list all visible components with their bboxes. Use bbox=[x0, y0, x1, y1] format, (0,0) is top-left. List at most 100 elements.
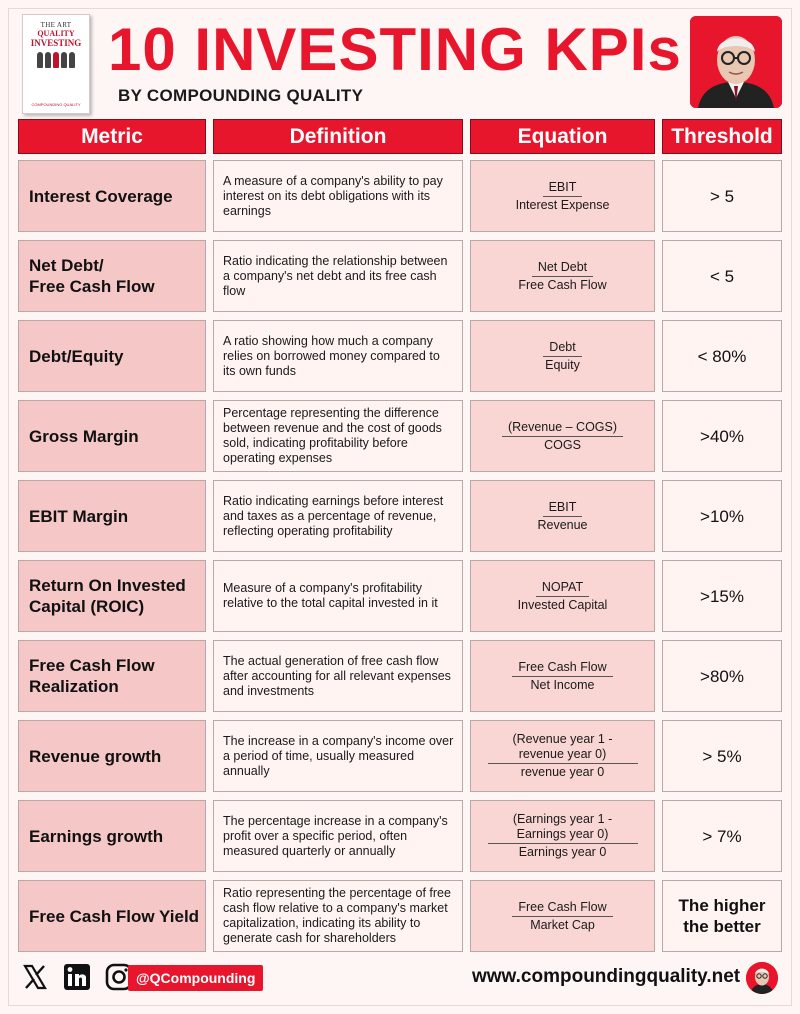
equation-numerator: EBIT bbox=[542, 180, 583, 197]
column-header-definition: Definition bbox=[213, 119, 463, 154]
definition-cell: Measure of a company's profitability rel… bbox=[213, 560, 463, 632]
column-header-equation: Equation bbox=[470, 119, 655, 154]
metric-cell: Free Cash Flow Yield bbox=[18, 880, 206, 952]
threshold-value: < 80% bbox=[697, 346, 747, 366]
equation-denominator: Interest Expense bbox=[515, 197, 610, 212]
threshold-value: > 5 bbox=[709, 186, 735, 206]
metric-label: Interest Coverage bbox=[29, 186, 173, 206]
metric-cell: Return On Invested Capital (ROIC) bbox=[18, 560, 206, 632]
definition-cell: The increase in a company's income over … bbox=[213, 720, 463, 792]
equation-denominator: Market Cap bbox=[530, 917, 595, 932]
definition-text: A ratio showing how much a company relie… bbox=[223, 333, 440, 378]
definition-text: The increase in a company's income over … bbox=[223, 733, 454, 778]
threshold-value: >15% bbox=[700, 586, 744, 606]
book-author: COMPOUNDING QUALITY bbox=[31, 102, 81, 107]
equation-denominator: Equity bbox=[545, 357, 580, 372]
metric-cell: Debt/Equity bbox=[18, 320, 206, 392]
metric-label: Free Cash Flow Yield bbox=[29, 906, 200, 926]
portrait-image bbox=[690, 16, 782, 108]
equation-cell: Debt Equity bbox=[470, 320, 655, 392]
definition-text: The actual generation of free cash flow … bbox=[223, 653, 451, 698]
definition-cell: Ratio indicating earnings before interes… bbox=[213, 480, 463, 552]
equation-denominator: Free Cash Flow bbox=[518, 277, 607, 292]
definition-cell: The actual generation of free cash flow … bbox=[213, 640, 463, 712]
equation-numerator: NOPAT bbox=[535, 580, 590, 597]
threshold-value: >80% bbox=[700, 666, 744, 686]
equation-cell: (Revenue – COGS) COGS bbox=[470, 400, 655, 472]
metric-cell: Revenue growth bbox=[18, 720, 206, 792]
equation-numerator: Net Debt bbox=[531, 260, 594, 277]
threshold-value: >10% bbox=[700, 506, 744, 526]
equation-numerator: Debt bbox=[543, 340, 582, 357]
threshold-cell: >80% bbox=[662, 640, 782, 712]
equation-cell: Free Cash Flow Net Income bbox=[470, 640, 655, 712]
linkedin-icon[interactable] bbox=[62, 962, 92, 992]
definition-text: Percentage representing the difference b… bbox=[223, 406, 442, 465]
metric-label: Free Cash Flow Realization bbox=[29, 656, 155, 696]
definition-cell: A ratio showing how much a company relie… bbox=[213, 320, 463, 392]
definition-cell: Ratio indicating the relationship betwee… bbox=[213, 240, 463, 312]
definition-cell: The percentage increase in a company's p… bbox=[213, 800, 463, 872]
book-title-line1: QUALITY bbox=[37, 29, 75, 38]
metric-label: Earnings growth bbox=[29, 826, 164, 846]
equation-cell: EBIT Interest Expense bbox=[470, 160, 655, 232]
equation-denominator: Revenue bbox=[537, 517, 588, 532]
definition-text: Ratio representing the percentage of fre… bbox=[223, 886, 451, 945]
x-icon[interactable] bbox=[20, 962, 50, 992]
definition-cell: Percentage representing the difference b… bbox=[213, 400, 463, 472]
threshold-value: > 7% bbox=[702, 826, 742, 846]
threshold-cell: >40% bbox=[662, 400, 782, 472]
equation-numerator: (Revenue year 1 - revenue year 0) bbox=[487, 732, 638, 764]
metric-cell: Earnings growth bbox=[18, 800, 206, 872]
equation-denominator: Earnings year 0 bbox=[518, 845, 607, 859]
website-link[interactable]: www.compoundingquality.net bbox=[472, 966, 741, 987]
avatar bbox=[746, 962, 778, 994]
threshold-cell: < 80% bbox=[662, 320, 782, 392]
metric-label: Gross Margin bbox=[29, 426, 139, 446]
equation-numerator: Free Cash Flow bbox=[512, 900, 613, 917]
metric-cell: EBIT Margin bbox=[18, 480, 206, 552]
metric-cell: Free Cash Flow Realization bbox=[18, 640, 206, 712]
threshold-cell: >15% bbox=[662, 560, 782, 632]
metric-cell: Net Debt/ Free Cash Flow bbox=[18, 240, 206, 312]
threshold-cell: > 5 bbox=[662, 160, 782, 232]
column-header-metric: Metric bbox=[18, 119, 206, 154]
equation-cell: Net Debt Free Cash Flow bbox=[470, 240, 655, 312]
metric-label: Revenue growth bbox=[29, 746, 162, 766]
threshold-value: > 5% bbox=[702, 746, 742, 766]
equation-cell: NOPAT Invested Capital bbox=[470, 560, 655, 632]
metric-label: Debt/Equity bbox=[29, 346, 124, 366]
equation-denominator: Net Income bbox=[530, 677, 595, 692]
threshold-cell: >10% bbox=[662, 480, 782, 552]
metric-label: Return On Invested Capital (ROIC) bbox=[29, 576, 186, 616]
social-icons bbox=[20, 962, 134, 992]
metric-cell: Interest Coverage bbox=[18, 160, 206, 232]
threshold-cell: < 5 bbox=[662, 240, 782, 312]
book-top-text: THE ART bbox=[40, 21, 72, 29]
definition-text: The percentage increase in a company's p… bbox=[223, 813, 448, 858]
equation-numerator: Free Cash Flow bbox=[512, 660, 613, 677]
threshold-value: >40% bbox=[700, 426, 744, 446]
equation-cell: (Revenue year 1 - revenue year 0) revenue… bbox=[470, 720, 655, 792]
definition-text: A measure of a company's ability to pay … bbox=[223, 173, 443, 218]
equation-cell: EBIT Revenue bbox=[470, 480, 655, 552]
metric-cell: Gross Margin bbox=[18, 400, 206, 472]
threshold-value: < 5 bbox=[709, 266, 735, 286]
social-handle-badge[interactable]: @QCompounding bbox=[128, 965, 264, 991]
threshold-cell: > 5% bbox=[662, 720, 782, 792]
threshold-value: The higher the better bbox=[678, 896, 766, 936]
definition-cell: A measure of a company's ability to pay … bbox=[213, 160, 463, 232]
column-header-threshold: Threshold bbox=[662, 119, 782, 154]
equation-numerator: (Revenue – COGS) bbox=[501, 420, 624, 437]
threshold-cell: > 7% bbox=[662, 800, 782, 872]
book-title-line2: INVESTING bbox=[30, 38, 82, 48]
threshold-cell: The higher the better bbox=[662, 880, 782, 952]
equation-denominator: revenue year 0 bbox=[520, 765, 605, 779]
definition-cell: Ratio representing the percentage of fre… bbox=[213, 880, 463, 952]
equation-numerator: EBIT bbox=[542, 500, 583, 517]
equation-numerator: (Earnings year 1 - Earnings year 0) bbox=[487, 812, 638, 844]
definition-text: Measure of a company's profitability rel… bbox=[223, 581, 438, 610]
metric-label: Net Debt/ Free Cash Flow bbox=[29, 256, 155, 296]
equation-denominator: Invested Capital bbox=[517, 597, 608, 612]
equation-cell: (Earnings year 1 - Earnings year 0) Earni… bbox=[470, 800, 655, 872]
